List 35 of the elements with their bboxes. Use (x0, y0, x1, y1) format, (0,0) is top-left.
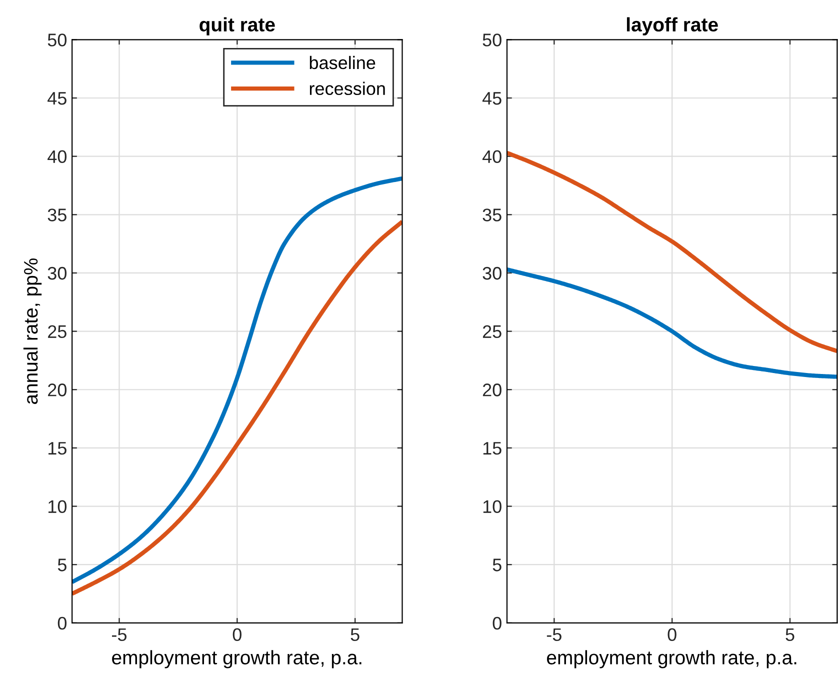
y-tick-label: 35 (482, 208, 502, 222)
legend-label: recession (310, 82, 385, 96)
x-tick-label: -5 (546, 628, 562, 642)
x-tick-label: 5 (350, 628, 360, 642)
y-tick-label: 0 (58, 616, 66, 630)
y-tick-label: 5 (58, 558, 66, 572)
x-tick-label: 0 (232, 628, 242, 642)
y-tick-label: 40 (482, 150, 502, 164)
y-tick-label: 25 (48, 325, 66, 338)
x-axis-title: employment growth rate, p.a. (547, 650, 796, 668)
y-tick-label: 15 (483, 442, 502, 455)
x-tick-label: 5 (786, 628, 794, 642)
x-tick-label: -5 (112, 628, 127, 642)
x-axis-title: employment growth rate, p.a. (112, 650, 362, 668)
y-tick-label: 20 (48, 384, 67, 396)
y-tick-label: 45 (48, 92, 66, 105)
y-tick-label: 10 (48, 500, 67, 513)
y-tick-label: 15 (48, 442, 66, 455)
y-tick-label: 30 (482, 266, 502, 280)
y-tick-label: 50 (482, 34, 502, 46)
y-axis-title: annual rate, pp% (23, 258, 42, 404)
y-tick-label: 20 (482, 384, 502, 396)
y-tick-label: 10 (483, 500, 502, 513)
x-tick-label: 0 (668, 628, 676, 642)
chart-title: quit rate (200, 17, 275, 36)
y-tick-label: 35 (48, 208, 66, 222)
chart-title: layoff rate (626, 17, 718, 36)
y-tick-label: 40 (48, 150, 67, 164)
y-tick-label: 30 (48, 266, 67, 280)
y-tick-label: 0 (492, 616, 502, 630)
y-tick-label: 25 (482, 325, 502, 338)
y-tick-label: 50 (48, 34, 67, 46)
y-tick-label: 45 (482, 92, 502, 105)
legend-label: baseline (310, 56, 376, 70)
y-tick-label: 5 (492, 558, 502, 572)
